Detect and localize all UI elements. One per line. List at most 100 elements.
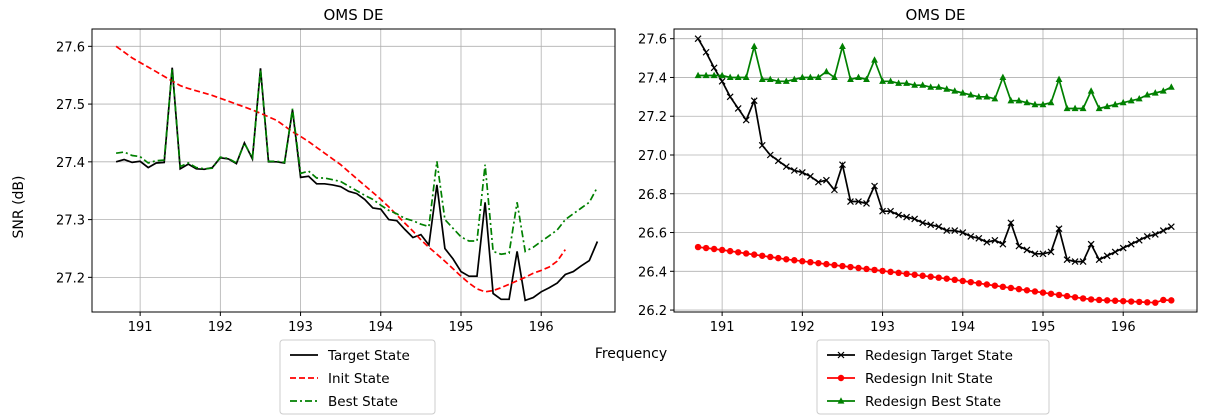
data-point xyxy=(1007,284,1015,292)
data-point xyxy=(1071,258,1079,266)
shared-x-axis-label: Frequency xyxy=(595,346,667,362)
data-point xyxy=(742,116,750,124)
legend-label: Init State xyxy=(328,371,390,387)
data-point xyxy=(951,276,958,284)
legend-marker xyxy=(837,351,845,359)
data-point xyxy=(911,215,919,223)
data-point xyxy=(1160,296,1167,304)
x-tick-label: 191 xyxy=(710,320,735,335)
data-point xyxy=(855,264,862,272)
data-point xyxy=(694,243,702,251)
data-point xyxy=(903,79,911,86)
data-point xyxy=(927,221,935,229)
data-point xyxy=(887,207,895,215)
data-point xyxy=(718,77,726,85)
data-point xyxy=(855,198,862,205)
data-point xyxy=(943,275,950,282)
legend: Redesign Target State Redesign Init State… xyxy=(816,339,1050,415)
data-point xyxy=(999,240,1007,248)
data-point xyxy=(1015,285,1023,293)
y-tick-label: 27.4 xyxy=(56,156,85,171)
data-point xyxy=(903,270,910,278)
legend-box xyxy=(279,339,436,415)
data-point xyxy=(1167,83,1175,90)
data-point xyxy=(991,94,999,102)
data-point xyxy=(1007,219,1015,227)
data-point xyxy=(1087,240,1095,248)
legend: Target State Init State Best State xyxy=(279,339,436,415)
data-point xyxy=(775,254,782,262)
data-point xyxy=(1063,256,1071,264)
data-point xyxy=(822,176,830,184)
plot-frame xyxy=(91,28,616,313)
data-point xyxy=(975,280,983,287)
data-point xyxy=(879,77,886,84)
data-point xyxy=(750,97,758,105)
data-point xyxy=(1095,104,1103,112)
x-tick-label: 192 xyxy=(790,320,815,335)
y-tick-label: 27.2 xyxy=(638,110,667,125)
y-tick-label: 27.5 xyxy=(56,98,85,113)
data-point xyxy=(1071,294,1079,301)
left-chart-panel: OMS DE 191 192 193 194 195 196 27.2 27.3 27.4 27.5… xyxy=(56,6,616,415)
data-point xyxy=(814,178,822,186)
x-tick-label: 193 xyxy=(870,320,895,335)
data-point xyxy=(1143,232,1151,240)
data-point xyxy=(1135,236,1143,244)
legend-label: Redesign Target State xyxy=(865,348,1013,364)
data-point xyxy=(831,186,838,194)
data-point xyxy=(782,77,790,84)
series-redesign-init-state xyxy=(694,243,1175,306)
data-point xyxy=(710,245,718,253)
data-point xyxy=(726,73,734,81)
data-point xyxy=(895,269,902,277)
data-point xyxy=(919,219,927,227)
data-point xyxy=(847,75,854,82)
data-point xyxy=(694,35,702,43)
data-point xyxy=(999,283,1007,291)
legend-marker xyxy=(837,397,845,404)
data-point xyxy=(1111,297,1119,304)
data-point xyxy=(774,157,782,165)
data-point xyxy=(702,48,710,56)
data-point xyxy=(895,211,903,219)
data-point xyxy=(1151,231,1159,238)
data-point xyxy=(1039,100,1047,108)
data-point xyxy=(766,151,774,159)
data-point xyxy=(983,281,991,288)
data-point xyxy=(1079,295,1087,302)
x-tick-label: 195 xyxy=(1031,320,1056,335)
series-best-state xyxy=(115,68,599,256)
data-point xyxy=(879,267,886,275)
data-point xyxy=(1136,298,1143,306)
data-point xyxy=(951,227,959,235)
data-point xyxy=(1095,256,1103,264)
data-point xyxy=(1167,223,1175,231)
data-point xyxy=(1023,246,1031,254)
series-redesign-target-state xyxy=(694,35,1175,266)
legend-label: Redesign Init State xyxy=(865,371,993,387)
data-point xyxy=(927,273,934,280)
data-point xyxy=(1015,96,1023,104)
data-point xyxy=(1103,297,1111,304)
data-point xyxy=(983,238,991,246)
data-point xyxy=(863,75,870,82)
data-point xyxy=(790,167,798,174)
y-tick-label: 26.4 xyxy=(638,265,667,280)
data-point xyxy=(975,234,983,242)
data-point xyxy=(943,85,951,92)
chart-title: OMS DE xyxy=(323,6,383,24)
data-point xyxy=(1031,288,1039,295)
data-point xyxy=(799,258,806,265)
right-chart-panel: OMS DE 191 192 193 194 195 196 26.2 26.4 26.6 26.8… xyxy=(638,6,1198,415)
data-point xyxy=(983,93,991,100)
data-point xyxy=(855,73,862,81)
data-point xyxy=(1144,299,1151,306)
x-tick-label: 194 xyxy=(368,320,393,335)
data-point xyxy=(863,265,870,273)
data-point xyxy=(718,246,726,254)
y-tick-label: 27.6 xyxy=(56,40,85,55)
data-point xyxy=(1015,242,1023,250)
data-point xyxy=(1007,96,1015,104)
data-point xyxy=(1168,297,1175,304)
